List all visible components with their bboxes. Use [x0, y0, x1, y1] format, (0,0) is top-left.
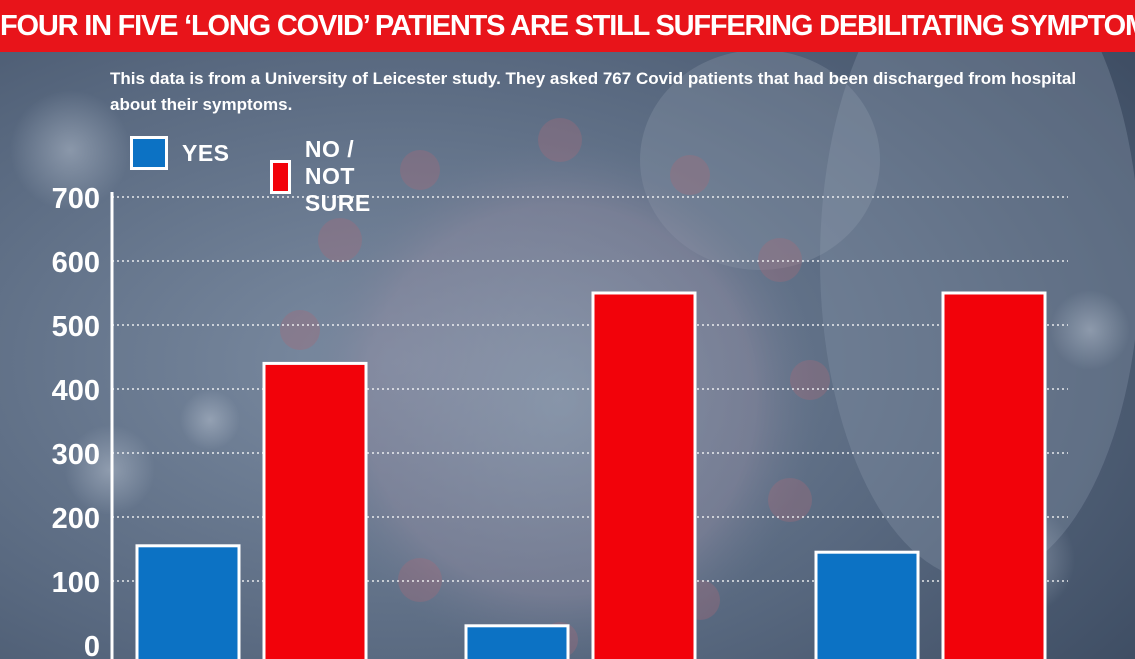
legend-item-yes: YES: [130, 136, 230, 170]
bar-no-1: [262, 361, 368, 659]
bar-yes-3: [814, 550, 920, 659]
y-tick-label-700: 700: [52, 183, 100, 215]
y-tick-label-100: 100: [52, 567, 100, 599]
y-tick-label-500: 500: [52, 311, 100, 343]
y-tick-label-400: 400: [52, 375, 100, 407]
legend-swatch-yes: [130, 136, 168, 170]
bar-yes-2: [464, 624, 570, 659]
y-tick-label-200: 200: [52, 503, 100, 535]
y-tick-label-0: 0: [84, 631, 100, 659]
bar-no-3: [941, 291, 1047, 659]
legend-swatch-no: [270, 159, 291, 194]
subtitle: This data is from a University of Leices…: [110, 69, 1077, 114]
bar-no-2: [591, 291, 697, 659]
legend-label-yes: YES: [182, 139, 230, 166]
headline: FOUR IN FIVE ‘LONG COVID’ PATIENTS ARE S…: [0, 0, 1135, 52]
bar-yes-1: [135, 544, 241, 659]
y-tick-label-300: 300: [52, 439, 100, 471]
legend-item-no: NO / NOT SURE: [270, 136, 388, 217]
y-tick-label-600: 600: [52, 247, 100, 279]
legend-label-no: NO / NOT SURE: [304, 136, 371, 216]
